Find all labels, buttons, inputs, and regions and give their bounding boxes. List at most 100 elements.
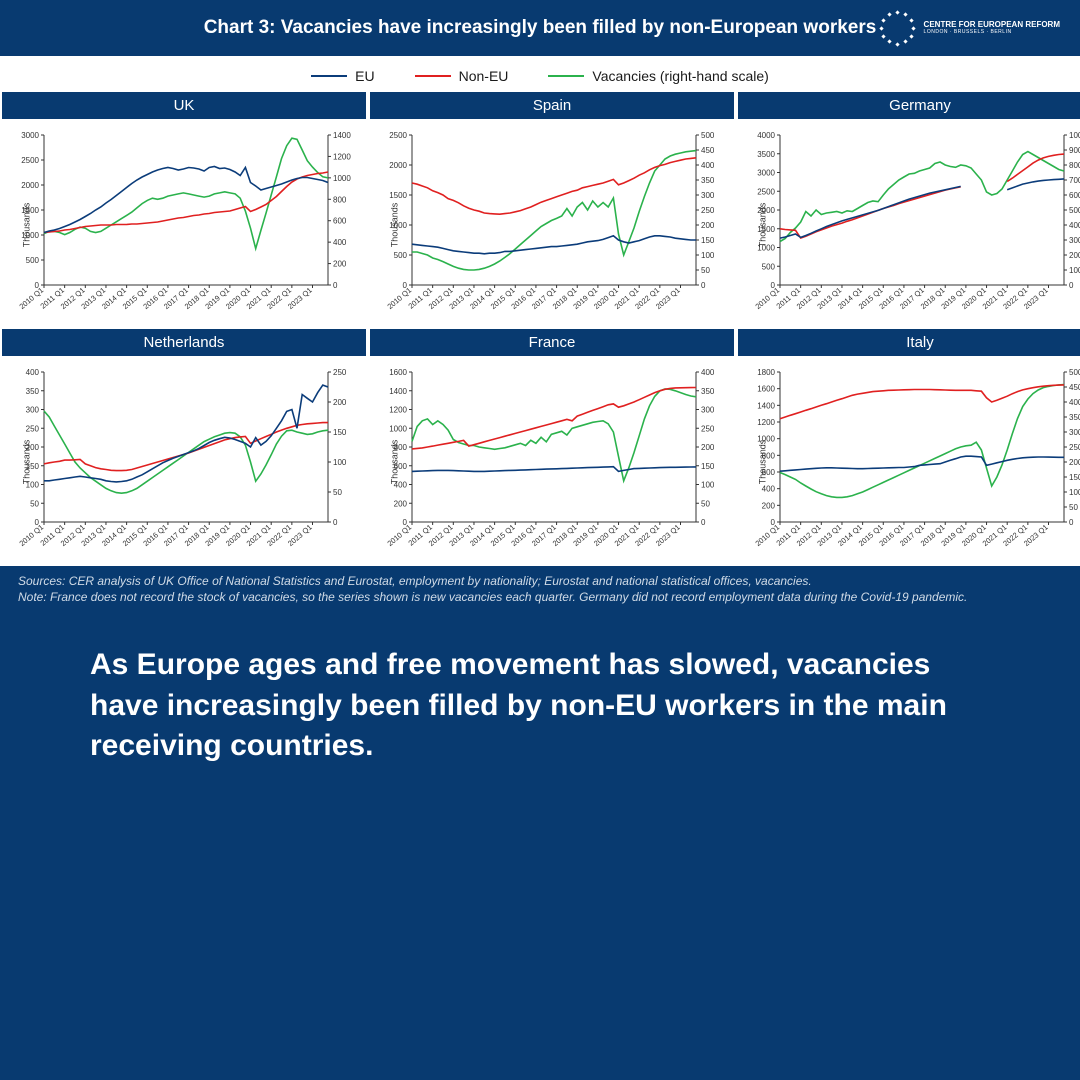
svg-text:200: 200 (333, 260, 347, 269)
svg-text:1600: 1600 (389, 368, 407, 377)
cer-logo: CENTRE FOR EUROPEAN REFORM LONDON · BRUS… (878, 8, 1060, 48)
svg-text:500: 500 (762, 262, 776, 271)
svg-text:350: 350 (1069, 413, 1080, 422)
svg-text:50: 50 (701, 499, 710, 508)
svg-text:1400: 1400 (333, 131, 351, 140)
svg-text:50: 50 (701, 266, 710, 275)
chart-svg: 0501001502002503003504000501001502002502… (6, 362, 362, 562)
svg-text:200: 200 (333, 398, 347, 407)
y-axis-label: Thousands (21, 203, 31, 248)
svg-text:150: 150 (701, 236, 715, 245)
chart-wrap: Thousands0200400600800100012001400160005… (370, 362, 734, 562)
svg-text:2500: 2500 (757, 187, 775, 196)
chart-svg: 0500100015002000250030000200400600800100… (6, 125, 362, 325)
svg-text:500: 500 (394, 251, 408, 260)
chart-svg: 0500100015002000250005010015020025030035… (374, 125, 730, 325)
svg-text:0: 0 (701, 518, 706, 527)
chart-wrap: Thousands0500100015002000250030000200400… (2, 125, 366, 325)
svg-text:300: 300 (26, 406, 40, 415)
sources-line1: Sources: CER analysis of UK Office of Na… (18, 574, 1062, 590)
series-noneu (44, 423, 328, 471)
y-axis-label: Thousands (389, 440, 399, 485)
y-axis-label: Thousands (21, 440, 31, 485)
legend: EU Non-EU Vacancies (right-hand scale) (0, 56, 1080, 92)
svg-text:200: 200 (394, 499, 408, 508)
chart-panel: NetherlandsThousands05010015020025030035… (2, 329, 366, 562)
panel-title: Italy (738, 329, 1080, 356)
series-noneu (412, 158, 696, 214)
panel-title: Germany (738, 92, 1080, 119)
panel-title: Netherlands (2, 329, 366, 356)
chart-wrap: Thousands0500100015002000250005010015020… (370, 125, 734, 325)
panel-grid: UKThousands05001000150020002500300002004… (0, 92, 1080, 566)
svg-text:400: 400 (26, 368, 40, 377)
svg-text:700: 700 (1069, 176, 1080, 185)
svg-text:800: 800 (333, 195, 347, 204)
svg-text:250: 250 (701, 424, 715, 433)
panel-title: Spain (370, 92, 734, 119)
svg-text:500: 500 (1069, 368, 1080, 377)
svg-text:450: 450 (701, 146, 715, 155)
svg-text:600: 600 (333, 217, 347, 226)
svg-text:200: 200 (1069, 251, 1080, 260)
svg-text:3000: 3000 (21, 131, 39, 140)
svg-text:200: 200 (1069, 458, 1080, 467)
svg-text:150: 150 (333, 428, 347, 437)
svg-text:100: 100 (1069, 266, 1080, 275)
svg-text:900: 900 (1069, 146, 1080, 155)
svg-text:50: 50 (333, 488, 342, 497)
svg-text:350: 350 (701, 387, 715, 396)
svg-text:200: 200 (762, 501, 776, 510)
legend-item: Vacancies (right-hand scale) (548, 68, 768, 84)
svg-text:0: 0 (333, 281, 338, 290)
series-vacancies (44, 411, 328, 493)
chart-panel: GermanyThousands050010001500200025003000… (738, 92, 1080, 325)
series-eu (412, 236, 696, 254)
svg-text:250: 250 (26, 424, 40, 433)
svg-text:2000: 2000 (21, 181, 39, 190)
svg-text:250: 250 (701, 206, 715, 215)
chart-panel: UKThousands05001000150020002500300002004… (2, 92, 366, 325)
svg-text:150: 150 (1069, 473, 1080, 482)
svg-text:350: 350 (26, 387, 40, 396)
svg-text:200: 200 (701, 221, 715, 230)
svg-text:400: 400 (701, 368, 715, 377)
chart-panel: FranceThousands0200400600800100012001400… (370, 329, 734, 562)
legend-label: EU (355, 68, 374, 84)
series-noneu (44, 172, 328, 233)
header-bar: Chart 3: Vacancies have increasingly bee… (0, 0, 1080, 56)
svg-text:1000: 1000 (333, 174, 351, 183)
logo-line2: LONDON · BRUSSELS · BERLIN (924, 30, 1060, 36)
svg-text:1000: 1000 (1069, 131, 1080, 140)
svg-text:250: 250 (1069, 443, 1080, 452)
svg-text:300: 300 (1069, 428, 1080, 437)
svg-text:400: 400 (701, 161, 715, 170)
svg-text:50: 50 (30, 499, 39, 508)
legend-label: Non-EU (459, 68, 509, 84)
sources-line2: Note: France does not record the stock o… (18, 590, 1062, 606)
legend-swatch (548, 75, 584, 78)
svg-text:350: 350 (701, 176, 715, 185)
svg-text:100: 100 (701, 481, 715, 490)
svg-text:0: 0 (1069, 281, 1074, 290)
svg-text:1400: 1400 (757, 401, 775, 410)
sources: Sources: CER analysis of UK Office of Na… (0, 566, 1080, 609)
legend-label: Vacancies (right-hand scale) (592, 68, 768, 84)
svg-text:2000: 2000 (389, 161, 407, 170)
svg-text:100: 100 (1069, 488, 1080, 497)
y-axis-label: Thousands (757, 440, 767, 485)
series-eu (412, 467, 696, 472)
svg-text:200: 200 (701, 443, 715, 452)
panel-title: France (370, 329, 734, 356)
svg-text:400: 400 (333, 238, 347, 247)
svg-text:2500: 2500 (21, 156, 39, 165)
svg-text:0: 0 (333, 518, 338, 527)
chart-svg: 0500100015002000250030003500400001002003… (742, 125, 1080, 325)
chart-svg: 0200400600800100012001400160018000501001… (742, 362, 1080, 562)
svg-text:50: 50 (1069, 503, 1078, 512)
svg-text:4000: 4000 (757, 131, 775, 140)
chart-body: EUNon-EUVacancies (right-hand scale) UKT… (0, 56, 1080, 566)
chart-wrap: Thousands0500100015002000250030003500400… (738, 125, 1080, 325)
logo-text: CENTRE FOR EUROPEAN REFORM LONDON · BRUS… (924, 21, 1060, 35)
svg-text:500: 500 (701, 131, 715, 140)
